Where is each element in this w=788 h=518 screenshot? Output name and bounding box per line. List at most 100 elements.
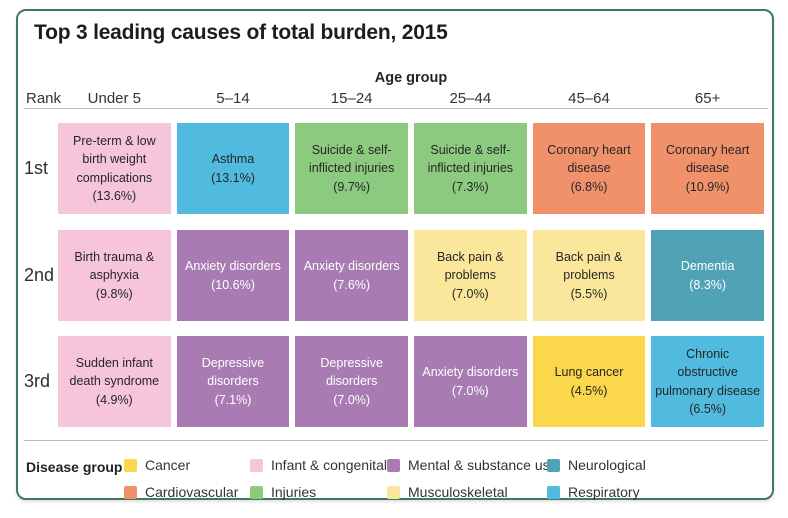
percent-label: (13.1%) — [211, 170, 255, 185]
cell-1st-65plus: Coronary heart disease (10.9%) — [651, 123, 764, 214]
legend-swatch-musculoskeletal — [387, 485, 400, 499]
cause-label: Dementia — [680, 259, 735, 274]
chart-card: Top 3 leading causes of total burden, 20… — [16, 9, 774, 500]
percent-label: (6.5%) — [689, 401, 727, 416]
legend-item-cardiovascular: Cardiovascular — [124, 484, 250, 500]
col-header-15-24: 15–24 — [330, 90, 373, 107]
cell-3rd-15-24: Depressive disorders (7.0%) — [295, 336, 408, 427]
col-header-45-64: 45–64 — [568, 90, 610, 107]
legend-swatch-injuries — [250, 485, 263, 499]
percent-label: (8.3%) — [689, 277, 727, 292]
legend: Cancer Cardiovascular Infant & congenita… — [124, 454, 737, 503]
cause-label: Asthma — [211, 152, 255, 167]
legend-label: Musculoskeletal — [408, 484, 508, 500]
legend-label: Respiratory — [568, 484, 640, 500]
cause-label: Suicide & self-inflicted injuries — [308, 143, 395, 176]
cause-label: Suicide & self-inflicted injuries — [427, 143, 514, 176]
percent-label: (10.6%) — [211, 277, 255, 292]
cell-1st-under5: Pre-term & low birth weight complication… — [58, 123, 171, 214]
cell-2nd-under5: Birth trauma & asphyxia (9.8%) — [58, 230, 171, 321]
page-title: Top 3 leading causes of total burden, 20… — [34, 21, 448, 44]
percent-label: (9.8%) — [95, 286, 133, 301]
cause-label: Depressive disorders — [320, 356, 383, 389]
cell-2nd-45-64: Back pain & problems (5.5%) — [532, 230, 646, 321]
cause-label: Back pain & problems — [436, 250, 504, 283]
age-column-headers: Under 5 5–14 15–24 25–44 45–64 65+ — [58, 90, 764, 107]
cell-1st-25-44: Suicide & self-inflicted injuries (7.3%) — [413, 123, 527, 214]
legend-label: Cardiovascular — [145, 484, 239, 500]
cell-3rd-under5: Sudden infant death syndrome (4.9%) — [58, 336, 171, 427]
cause-label: Chronic obstructive pulmonary disease — [655, 347, 761, 398]
cause-label: Sudden infant death syndrome — [69, 356, 160, 389]
grid-row-2nd: Birth trauma & asphyxia (9.8%) Anxiety d… — [58, 230, 764, 321]
percent-label: (7.6%) — [333, 277, 371, 292]
cell-3rd-45-64: Lung cancer (4.5%) — [532, 336, 646, 427]
legend-swatch-infant-congenital — [250, 458, 263, 472]
cell-2nd-5-14: Anxiety disorders (10.6%) — [176, 230, 290, 321]
cell-3rd-5-14: Depressive disorders (7.1%) — [176, 336, 290, 427]
cell-2nd-65plus: Dementia (8.3%) — [651, 230, 764, 321]
rank-label-1st: 1st — [24, 158, 49, 178]
percent-label: (7.3%) — [451, 179, 489, 194]
percent-label: (4.9%) — [95, 392, 133, 407]
legend-swatch-neurological — [547, 458, 560, 472]
cell-1st-45-64: Coronary heart disease (6.8%) — [532, 123, 646, 214]
percent-label: (9.7%) — [333, 179, 371, 194]
legend-label: Cancer — [145, 457, 191, 473]
col-header-25-44: 25–44 — [449, 90, 492, 107]
cause-label: Pre-term & low birth weight complication… — [73, 134, 156, 185]
legend-swatch-mental-substance-use — [387, 458, 400, 472]
rank-label-2nd: 2nd — [24, 265, 55, 285]
cell-3rd-25-44: Anxiety disorders (7.0%) — [413, 336, 527, 427]
col-header-5-14: 5–14 — [216, 90, 250, 107]
legend-item-injuries: Injuries — [250, 484, 387, 500]
cause-label: Coronary heart disease — [547, 143, 631, 176]
cause-label: Coronary heart disease — [665, 143, 750, 176]
legend-item-neurological: Neurological — [547, 457, 737, 473]
cell-2nd-25-44: Back pain & problems (7.0%) — [413, 230, 527, 321]
percent-label: (13.6%) — [92, 188, 137, 203]
legend-label: Neurological — [568, 457, 646, 473]
cause-label: Lung cancer — [554, 365, 624, 380]
grid-row-3rd: Sudden infant death syndrome (4.9%) Depr… — [58, 336, 764, 427]
legend-label: Infant & congenital — [271, 457, 387, 473]
legend-item-cancer: Cancer — [124, 457, 250, 473]
cause-label: Birth trauma & asphyxia — [74, 250, 155, 283]
cell-3rd-65plus: Chronic obstructive pulmonary disease (6… — [651, 336, 764, 427]
header-divider — [24, 108, 768, 109]
rank-column-header: Rank — [26, 90, 62, 107]
percent-label: (7.0%) — [451, 383, 489, 398]
legend-label: Mental & substance use — [408, 457, 558, 473]
legend-swatch-respiratory — [547, 485, 560, 499]
legend-divider — [24, 440, 768, 441]
legend-title: Disease group — [26, 459, 123, 475]
percent-label: (6.8%) — [570, 179, 608, 194]
percent-label: (10.9%) — [685, 179, 730, 194]
legend-item-mental-substance-use: Mental & substance use — [387, 457, 557, 473]
cell-2nd-15-24: Anxiety disorders (7.6%) — [295, 230, 408, 321]
percent-label: (7.1%) — [214, 392, 252, 407]
legend-swatch-cardiovascular — [124, 485, 137, 499]
percent-label: (5.5%) — [570, 286, 608, 301]
percent-label: (4.5%) — [570, 383, 608, 398]
legend-item-infant-congenital: Infant & congenital — [250, 457, 387, 473]
legend-label: Injuries — [271, 484, 317, 500]
cause-label: Anxiety disorders — [185, 259, 281, 274]
grid-row-1st: Pre-term & low birth weight complication… — [58, 123, 764, 214]
cause-label: Anxiety disorders — [303, 259, 400, 274]
col-header-under5: Under 5 — [87, 90, 142, 107]
cell-1st-15-24: Suicide & self-inflicted injuries (9.7%) — [295, 123, 408, 214]
legend-swatch-cancer — [124, 458, 137, 472]
age-group-header: Age group — [374, 70, 448, 86]
cell-1st-5-14: Asthma (13.1%) — [176, 123, 290, 214]
cause-label: Anxiety disorders — [422, 365, 519, 380]
legend-item-musculoskeletal: Musculoskeletal — [387, 484, 547, 500]
col-header-65plus: 65+ — [694, 90, 721, 107]
cause-label: Depressive disorders — [201, 356, 265, 389]
cause-label: Back pain & problems — [555, 250, 623, 283]
percent-label: (7.0%) — [333, 392, 371, 407]
legend-item-respiratory: Respiratory — [547, 484, 737, 500]
percent-label: (7.0%) — [451, 286, 489, 301]
rank-label-3rd: 3rd — [24, 371, 51, 391]
